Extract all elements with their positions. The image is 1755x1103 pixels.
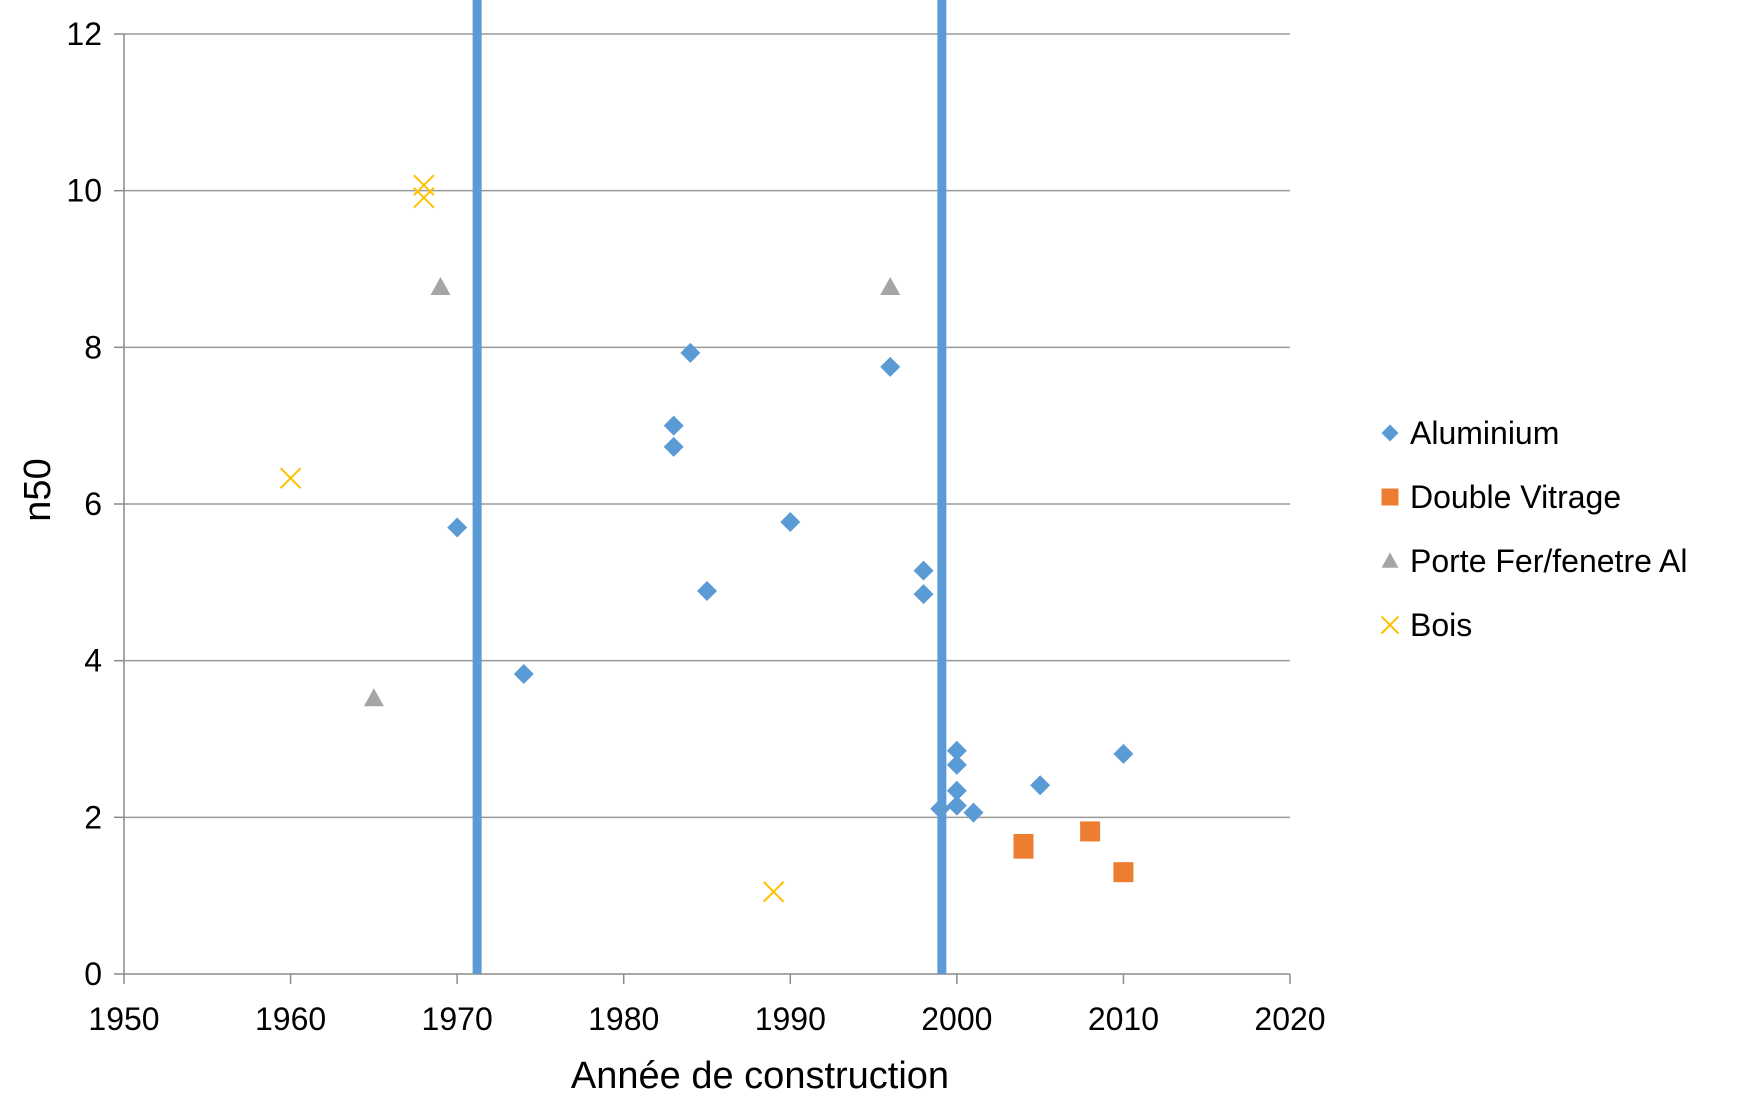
data-point-aluminium — [663, 415, 684, 436]
x-tick-label: 1950 — [88, 1001, 159, 1037]
data-point-bois-stroke-b — [279, 467, 302, 489]
x-tick-label: 2020 — [1254, 1001, 1325, 1037]
y-tick-label: 8 — [84, 329, 102, 365]
reference-lines — [472, 0, 947, 974]
x-tick-label: 1960 — [255, 1001, 326, 1037]
data-point-aluminium — [913, 584, 934, 605]
data-point-bois — [279, 467, 302, 489]
data-point-porte-fer-fenetre-al — [363, 688, 384, 707]
data-point-porte-fer-fenetre-al — [430, 277, 451, 296]
data-point-aluminium — [963, 802, 984, 823]
data-point-bois — [413, 187, 435, 209]
legend-marker-bois — [1380, 615, 1400, 635]
data-points — [279, 174, 1134, 903]
data-point-porte-fer-fenetre-al — [880, 277, 901, 296]
legend-label-bois: Bois — [1410, 607, 1472, 643]
x-tick-label: 2010 — [1088, 1001, 1159, 1037]
data-point-aluminium — [780, 512, 801, 533]
legend-marker-aluminium — [1381, 424, 1399, 442]
x-tick-label: 1980 — [588, 1001, 659, 1037]
data-point-bois — [413, 174, 435, 196]
axes — [114, 33, 1291, 984]
data-point-bois — [762, 881, 785, 903]
data-point-double-vitrage — [1080, 821, 1101, 842]
legend-label-porte-fer-fenetre-al: Porte Fer/fenetre Al — [1410, 543, 1687, 579]
y-tick-label: 0 — [84, 956, 102, 992]
x-tick-label: 1990 — [755, 1001, 826, 1037]
y-tick-label: 4 — [84, 643, 102, 679]
data-point-aluminium — [946, 740, 967, 761]
legend-label-aluminium: Aluminium — [1410, 415, 1559, 451]
data-point-bois-stroke-b — [413, 187, 435, 209]
data-point-bois-stroke-b — [762, 881, 785, 903]
y-tick-label: 2 — [84, 799, 102, 835]
x-tick-label: 1970 — [422, 1001, 493, 1037]
data-point-aluminium — [930, 798, 951, 819]
data-point-aluminium — [697, 580, 717, 601]
legend-marker-double-vitrage — [1381, 488, 1399, 506]
x-tick-label: 2000 — [921, 1001, 992, 1037]
data-point-aluminium — [946, 795, 967, 816]
x-axis-title: Année de construction — [571, 1055, 949, 1097]
gridlines — [124, 33, 1290, 819]
legend-marker-porte-fer-fenetre-al — [1381, 552, 1399, 568]
data-point-aluminium — [946, 780, 967, 801]
data-point-aluminium — [1113, 743, 1134, 764]
data-point-aluminium — [513, 663, 534, 684]
data-point-aluminium — [913, 560, 934, 581]
data-point-aluminium — [946, 754, 967, 775]
data-point-aluminium — [447, 517, 468, 538]
legend: Aluminium Double Vitrage Porte Fer/fenetre… — [1380, 415, 1687, 643]
data-point-aluminium — [663, 436, 684, 457]
tick-labels: 0 2 4 6 8 10 12 1950 1960 1970 1980 1990 2000 2010 202… — [66, 16, 1325, 1037]
y-tick-label: 10 — [66, 173, 102, 209]
data-point-aluminium — [880, 356, 901, 377]
legend-marker-bois-stroke-b — [1380, 615, 1400, 635]
y-tick-label: 12 — [66, 16, 102, 52]
data-point-double-vitrage — [1113, 862, 1134, 883]
y-axis-title: n50 — [17, 458, 59, 521]
data-point-aluminium — [1030, 775, 1051, 796]
y-tick-label: 6 — [84, 486, 102, 522]
data-point-double-vitrage — [1013, 838, 1034, 859]
data-point-aluminium — [680, 342, 701, 363]
legend-label-double-vitrage: Double Vitrage — [1410, 479, 1621, 515]
